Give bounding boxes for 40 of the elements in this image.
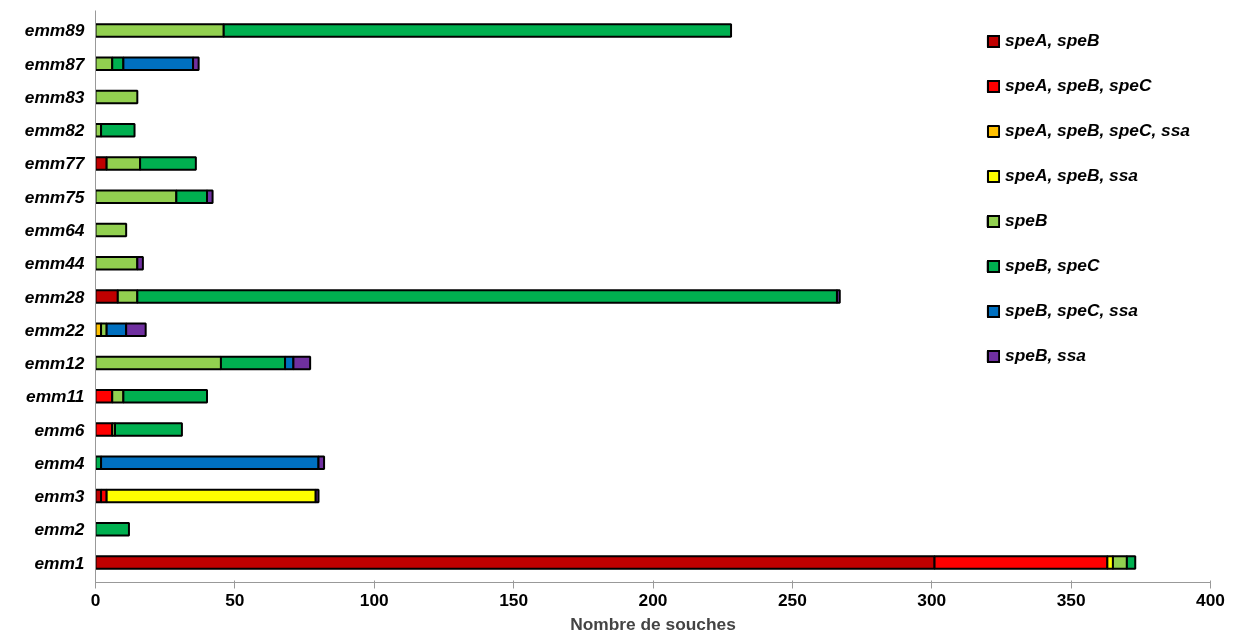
legend-label: speB, speC, ssa (1005, 300, 1138, 321)
y-tick-label: emm64 (24, 219, 85, 240)
x-tick-label: 350 (1056, 589, 1086, 610)
x-tick-label: 100 (359, 589, 389, 610)
legend-label: speA, speB, speC, ssa (1005, 120, 1190, 141)
y-tick-label: emm2 (34, 519, 85, 540)
legend-label: speA, speB, ssa (1005, 165, 1138, 186)
legend-label: speA, speB, speC (1005, 75, 1152, 96)
x-tick-label: 200 (638, 589, 668, 610)
y-tick-label: emm1 (34, 552, 85, 573)
y-tick-label: emm77 (24, 153, 86, 174)
bar (114, 422, 183, 437)
x-tick-label: 0 (90, 589, 101, 610)
legend-label: speB, speC (1005, 255, 1100, 276)
x-tick-label: 50 (225, 589, 245, 610)
bar (100, 122, 136, 138)
y-tick-label: emm89 (24, 20, 85, 41)
y-tick-label: emm6 (34, 419, 85, 440)
y-tick-label: emm12 (24, 353, 85, 374)
y-tick-label: emm3 (34, 486, 85, 507)
legend-label: speB, ssa (1005, 345, 1086, 366)
legend-label: speA, speB (1005, 30, 1100, 51)
bar (95, 89, 139, 105)
bar (95, 222, 128, 238)
y-tick-label: emm87 (24, 53, 86, 74)
x-tick-label: 150 (499, 589, 529, 610)
y-tick-label: emm82 (24, 120, 85, 141)
y-tick-label: emm44 (24, 253, 85, 274)
y-tick-label: emm11 (26, 386, 85, 407)
legend-label: speB (1005, 210, 1048, 231)
y-tick-label: emm75 (24, 186, 85, 207)
y-tick-label: emm4 (34, 452, 85, 473)
x-tick-label: 250 (777, 589, 807, 610)
bar (95, 521, 130, 537)
y-tick-label: emm28 (24, 286, 85, 307)
x-tick-label: 400 (1196, 589, 1225, 610)
y-tick-label: emm83 (24, 86, 85, 107)
x-axis-title: Nombre de souches (570, 613, 736, 634)
x-tick-label: 300 (917, 589, 947, 610)
y-tick-label: emm22 (24, 319, 85, 340)
